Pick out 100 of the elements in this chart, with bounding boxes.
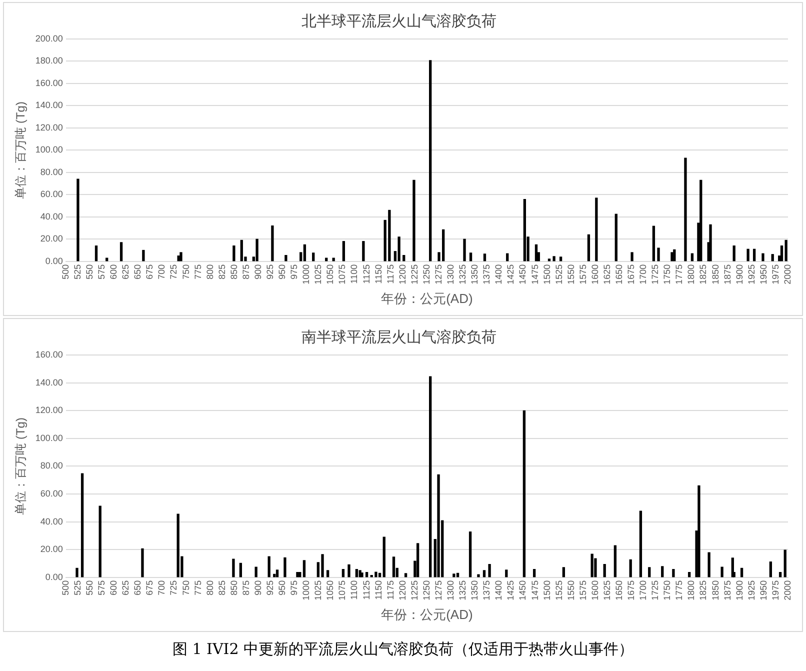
x-tick-label: 1300: [446, 580, 456, 600]
x-tick-label: 1575: [578, 264, 588, 284]
x-tick-label: 1700: [638, 264, 648, 284]
bar: [522, 410, 526, 578]
bar: [603, 564, 606, 578]
bar: [468, 531, 472, 578]
y-tick-label: 60.00: [40, 189, 63, 200]
x-tick-label: 1850: [710, 264, 720, 284]
x-axis-title: 年份：公元(AD): [381, 290, 473, 306]
x-tick-label: 1150: [373, 580, 384, 600]
x-tick-label: 1900: [734, 264, 744, 284]
x-axis-title: 年份：公元(AD): [381, 606, 473, 622]
x-tick-label: 875: [240, 264, 251, 280]
bar: [587, 234, 590, 262]
x-tick-label: 725: [168, 264, 179, 280]
bar: [402, 255, 406, 262]
x-tick-label: 600: [108, 264, 119, 280]
bar: [762, 253, 764, 262]
x-tick-label: 1600: [590, 580, 600, 600]
bar: [302, 560, 306, 578]
y-tick-label: 160.00: [35, 349, 63, 360]
bar: [552, 256, 556, 262]
x-tick-label: 1950: [758, 580, 768, 600]
x-tick-label: 775: [192, 264, 203, 280]
bar: [398, 236, 400, 262]
x-tick-label: 625: [120, 264, 131, 280]
x-tick-label: 1100: [349, 264, 360, 284]
bar: [94, 245, 98, 262]
x-tick-label: 1525: [554, 580, 564, 600]
chart-title: 北半球平流层火山气溶胶负荷: [302, 12, 496, 30]
x-tick-label: 1925: [746, 264, 756, 284]
x-tick-label: 1775: [674, 580, 684, 600]
bar: [452, 574, 456, 578]
bar: [463, 238, 466, 262]
bar: [98, 506, 102, 578]
bar: [562, 567, 566, 578]
bar: [312, 252, 315, 262]
bar: [769, 561, 772, 578]
x-tick-label: 1875: [722, 580, 732, 600]
bar: [271, 225, 274, 262]
y-tick-label: 80.00: [40, 460, 63, 471]
x-tick-label: 525: [72, 580, 82, 596]
bar: [709, 224, 712, 262]
x-tick-label: 1975: [770, 264, 780, 284]
bar: [732, 245, 736, 262]
x-tick-label: 550: [84, 580, 94, 596]
x-tick-label: 1025: [313, 580, 324, 600]
x-tick-label: 1375: [482, 264, 492, 284]
x-tick-label: 625: [120, 580, 131, 596]
x-tick-label: 850: [228, 580, 239, 596]
y-tick-label: 40.00: [40, 211, 63, 222]
x-tick-label: 650: [132, 264, 143, 280]
x-tick-label: 1925: [746, 580, 756, 600]
bar: [740, 568, 744, 578]
bar: [590, 554, 594, 578]
x-tick-label: 1600: [590, 264, 600, 284]
y-tick-label: 120.00: [35, 405, 63, 416]
bar: [382, 536, 386, 578]
bar: [488, 564, 491, 578]
x-tick-label: 1100: [349, 580, 360, 600]
y-tick-label: 20.00: [40, 234, 63, 244]
bar: [688, 572, 691, 578]
x-tick-label: 1425: [506, 264, 516, 284]
x-tick-label: 1475: [530, 580, 540, 600]
x-tick-label: 1825: [698, 580, 708, 600]
bar: [670, 252, 674, 262]
x-tick-label: 1500: [542, 580, 552, 600]
bar: [559, 256, 562, 262]
x-tick-label: 1200: [397, 580, 408, 600]
x-tick-label: 1025: [313, 264, 324, 284]
y-tick-label: 0.00: [45, 256, 63, 266]
bar: [505, 570, 508, 578]
x-tick-label: 575: [96, 580, 107, 596]
y-tick-label: 140.00: [35, 100, 63, 110]
y-tick-label: 100.00: [35, 144, 63, 155]
x-tick-label: 850: [228, 264, 239, 280]
bar: [296, 572, 299, 578]
x-tick-label: 1000: [301, 264, 312, 284]
x-tick-label: 1775: [674, 264, 684, 284]
y-tick-label: 200.00: [35, 33, 63, 44]
bar: [532, 568, 536, 578]
y-axis-title: 单位：百万吨 (Tg): [14, 418, 28, 515]
bar: [76, 178, 80, 262]
bar: [404, 573, 408, 578]
x-tick-label: 1400: [494, 580, 504, 600]
bar: [177, 255, 180, 262]
bar: [746, 248, 750, 262]
x-tick-label: 825: [216, 264, 227, 280]
x-tick-label: 1225: [409, 580, 420, 600]
x-tick-label: 1875: [722, 264, 732, 284]
x-tick-label: 1550: [566, 580, 576, 600]
x-tick-label: 1850: [710, 580, 720, 600]
bar: [176, 514, 180, 578]
bar: [284, 255, 288, 262]
bar: [254, 566, 258, 578]
bar: [325, 258, 328, 262]
x-tick-label: 775: [192, 580, 203, 596]
x-tick-label: 950: [277, 264, 288, 280]
bar: [298, 572, 302, 578]
x-tick-label: 2000: [782, 264, 792, 284]
